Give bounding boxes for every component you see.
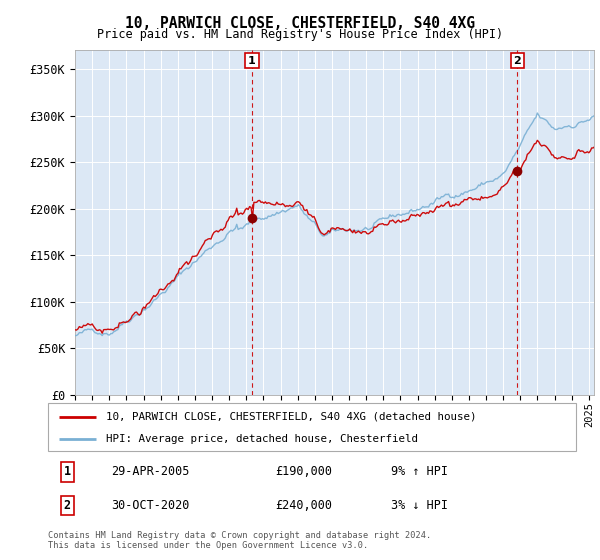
- Text: 2: 2: [514, 55, 521, 66]
- Text: 9% ↑ HPI: 9% ↑ HPI: [391, 465, 448, 478]
- Text: 2: 2: [64, 499, 71, 512]
- Text: 10, PARWICH CLOSE, CHESTERFIELD, S40 4XG: 10, PARWICH CLOSE, CHESTERFIELD, S40 4XG: [125, 16, 475, 31]
- Text: 3% ↓ HPI: 3% ↓ HPI: [391, 499, 448, 512]
- FancyBboxPatch shape: [48, 403, 576, 451]
- Text: 1: 1: [64, 465, 71, 478]
- Text: Price paid vs. HM Land Registry's House Price Index (HPI): Price paid vs. HM Land Registry's House …: [97, 28, 503, 41]
- Text: HPI: Average price, detached house, Chesterfield: HPI: Average price, detached house, Ches…: [106, 434, 418, 444]
- Text: 1: 1: [248, 55, 256, 66]
- Text: Contains HM Land Registry data © Crown copyright and database right 2024.
This d: Contains HM Land Registry data © Crown c…: [48, 530, 431, 550]
- Text: 10, PARWICH CLOSE, CHESTERFIELD, S40 4XG (detached house): 10, PARWICH CLOSE, CHESTERFIELD, S40 4XG…: [106, 412, 476, 422]
- Text: 30-OCT-2020: 30-OCT-2020: [112, 499, 190, 512]
- Text: £240,000: £240,000: [275, 499, 332, 512]
- Text: £190,000: £190,000: [275, 465, 332, 478]
- Text: 29-APR-2005: 29-APR-2005: [112, 465, 190, 478]
